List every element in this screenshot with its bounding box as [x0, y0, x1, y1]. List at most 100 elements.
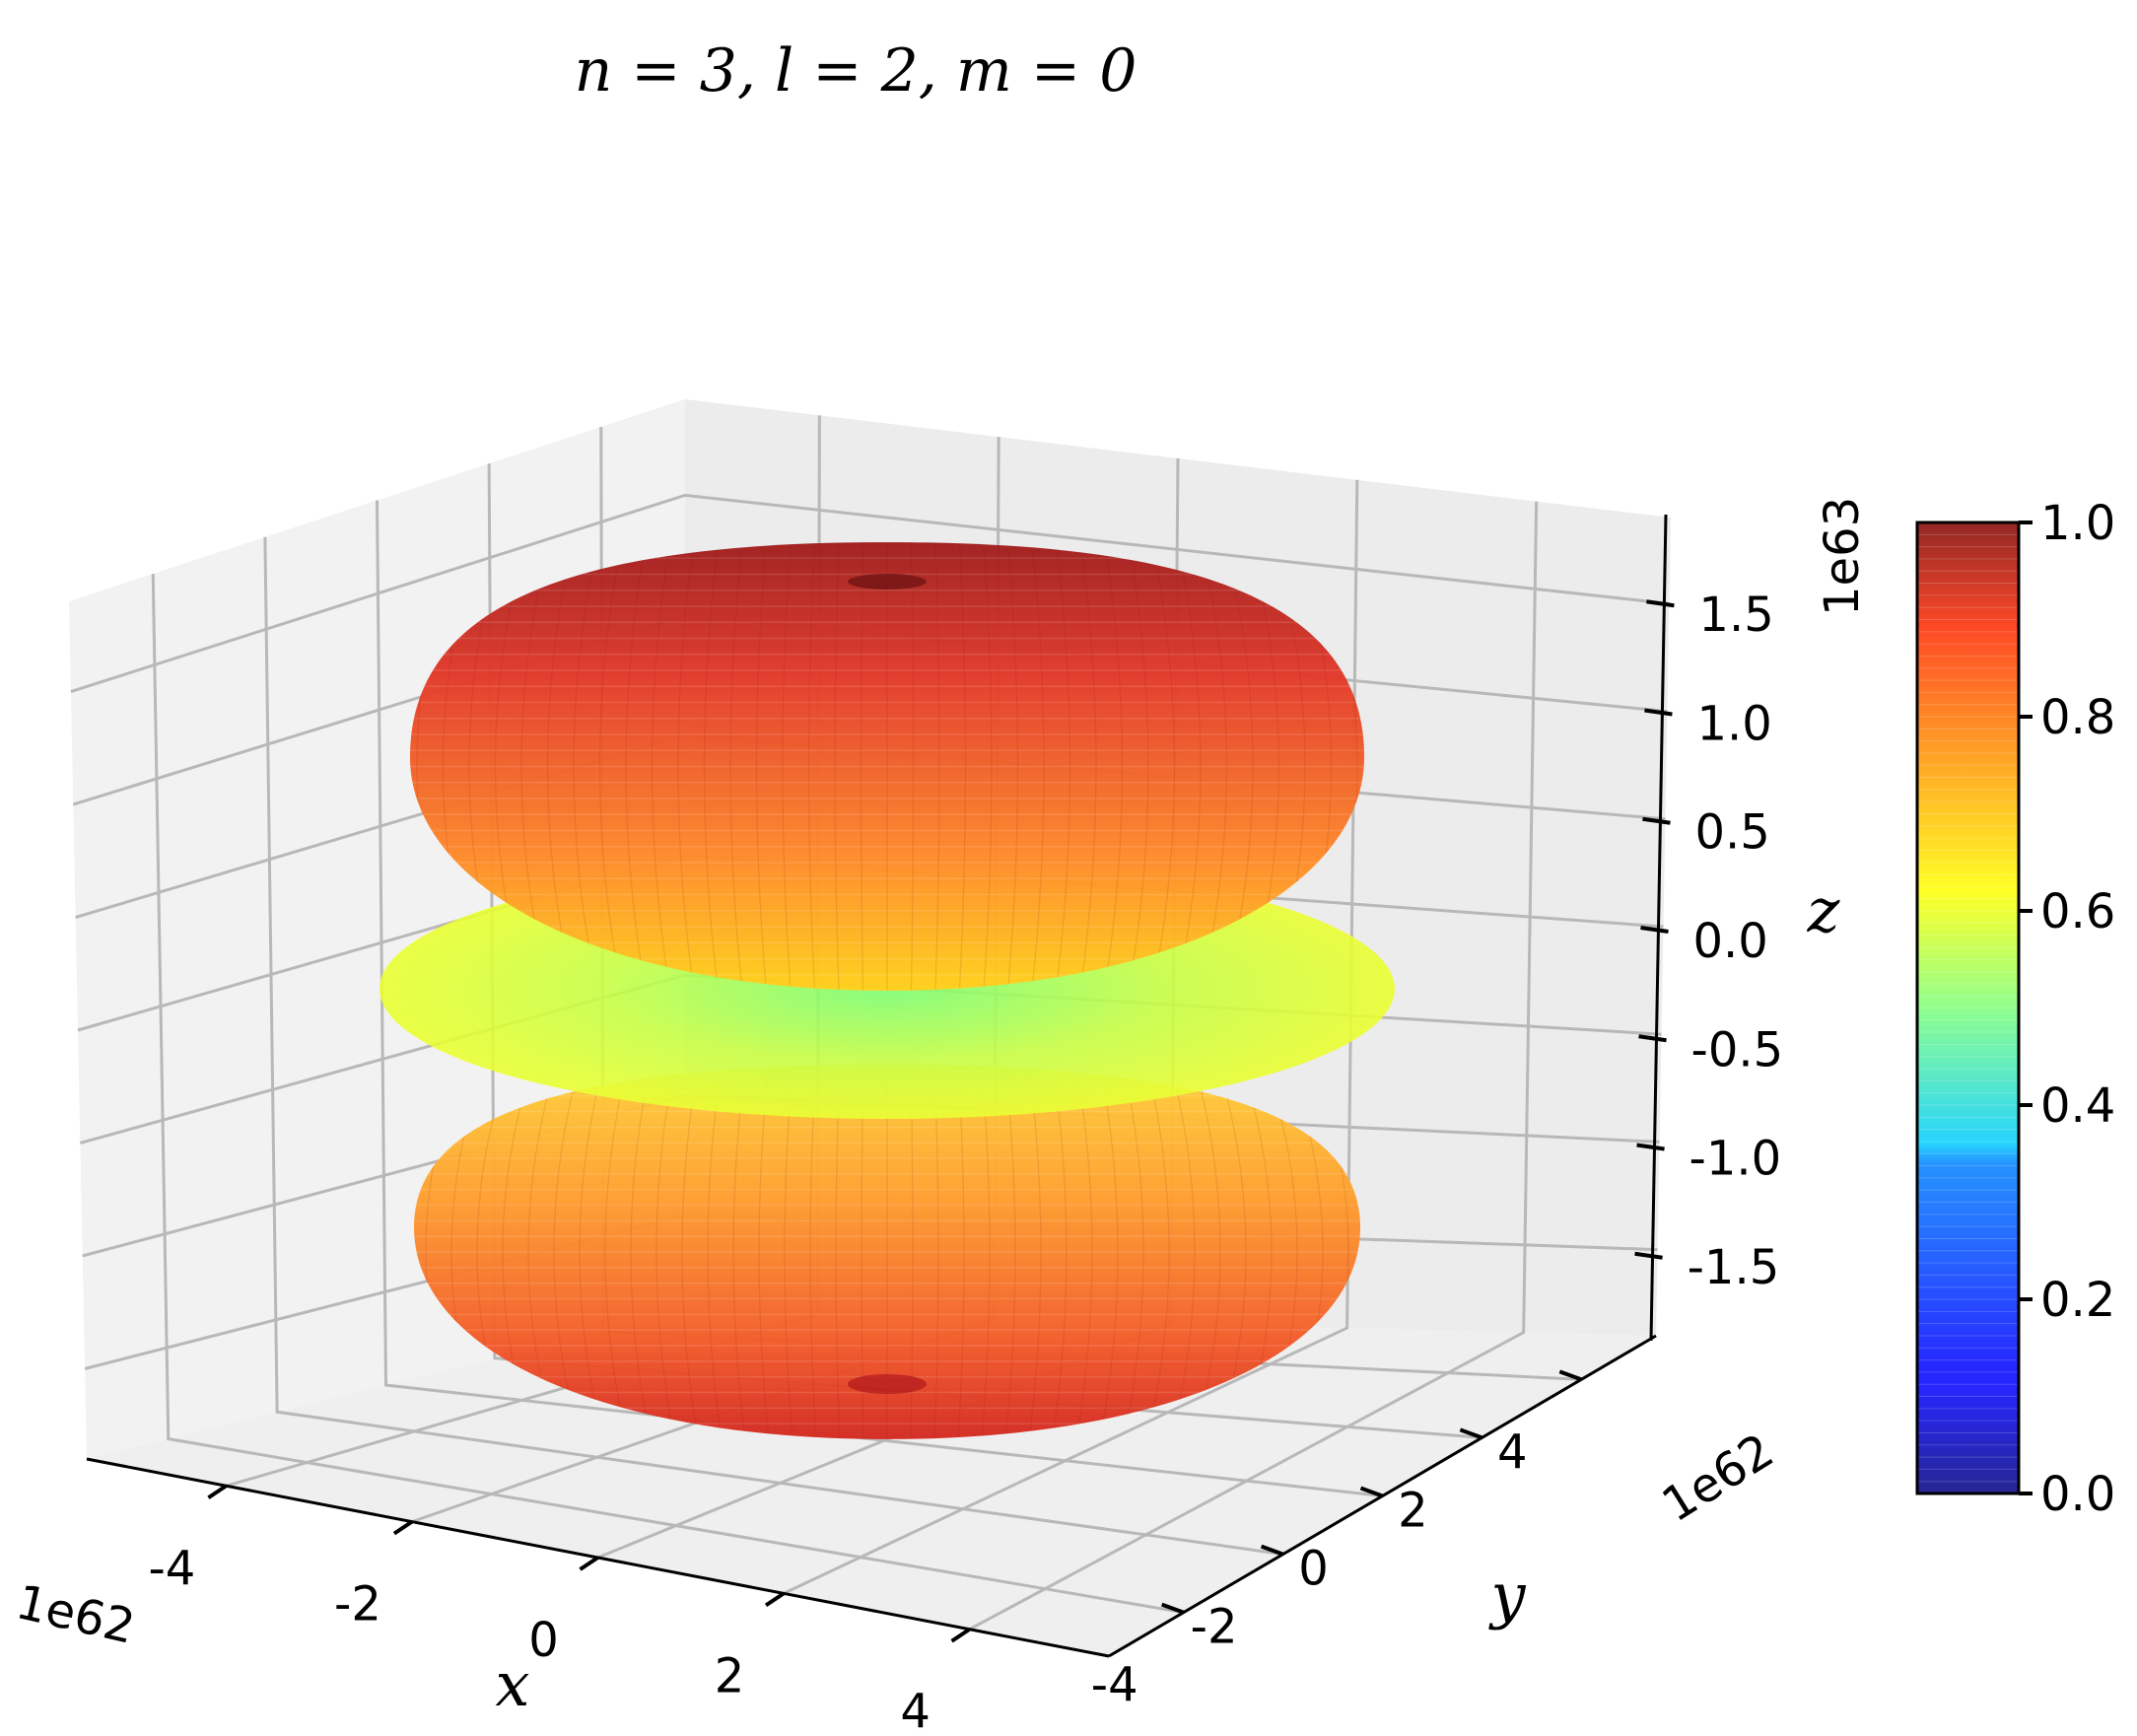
- y-tick-label: 0: [1298, 1542, 1329, 1597]
- colorbar-tick-label: 1.0: [2040, 496, 2115, 551]
- mesh-longitude: [1176, 542, 1202, 991]
- mesh-longitude: [782, 542, 792, 991]
- mesh-longitude: [910, 542, 915, 991]
- mesh-longitude: [860, 542, 864, 991]
- grid-line-y: [151, 574, 1184, 1615]
- y-tick-label: -2: [1191, 1600, 1238, 1655]
- mesh-longitude: [834, 542, 840, 991]
- y-tick-mark: [1459, 1427, 1483, 1440]
- floor-pane: [87, 1311, 1656, 1656]
- lower-lobe: [414, 1065, 1360, 1439]
- mesh-longitude: [598, 542, 623, 991]
- x-ticks: -4 -2 0 2 4: [148, 1484, 971, 1736]
- z-offset-label: 1e63: [1815, 497, 1870, 616]
- x-tick-label: 2: [715, 1648, 745, 1703]
- z-tick-mark: [1642, 816, 1671, 825]
- x-tick-mark: [950, 1628, 971, 1643]
- y-tick-label: 2: [1398, 1483, 1428, 1538]
- z-axis-line: [1649, 514, 1668, 1342]
- mesh-longitude: [630, 1065, 652, 1439]
- mesh-longitude: [604, 1065, 628, 1439]
- grid-line-x: [968, 501, 1539, 1632]
- x-tick-mark: [579, 1556, 599, 1571]
- mesh-longitude: [1128, 542, 1149, 991]
- x-tick-mark: [764, 1591, 786, 1608]
- mesh-longitude: [681, 1065, 699, 1439]
- x-offset-label: 1e62: [11, 1574, 140, 1655]
- z-tick-label: -1.0: [1689, 1132, 1782, 1187]
- z-tick-label: -1.5: [1688, 1240, 1780, 1295]
- mesh-longitude: [553, 1065, 581, 1439]
- mesh-longitude: [934, 542, 940, 991]
- x-tick-label: 4: [900, 1685, 931, 1736]
- y-axis-label: y: [1487, 1560, 1526, 1632]
- z-tick-mark: [1638, 1034, 1667, 1043]
- mesh-longitude: [1079, 542, 1097, 991]
- mesh-longitude: [1151, 542, 1176, 991]
- grid-line-y: [376, 500, 1383, 1497]
- upper-lobe: [410, 542, 1364, 991]
- grid-line-z: [70, 493, 1670, 694]
- y-tick-label: -4: [1091, 1658, 1138, 1713]
- y-tick-mark: [1558, 1369, 1583, 1382]
- colorbar-tick-label: 0.0: [2040, 1467, 2115, 1522]
- mesh-longitude: [958, 542, 967, 991]
- mesh-longitude: [546, 542, 575, 991]
- mesh-longitude: [755, 542, 768, 991]
- mesh-longitude: [729, 542, 743, 991]
- colorbar: 0.0 0.2 0.4 0.6 0.8 1.0: [1915, 496, 2115, 1522]
- mesh-longitude: [579, 1065, 604, 1439]
- mesh-longitude: [1123, 1065, 1144, 1439]
- mesh-longitude: [1194, 1065, 1221, 1439]
- mesh-longitude: [1052, 1065, 1068, 1439]
- colorbar-body: [1917, 522, 2019, 1493]
- mesh-longitude: [1146, 1065, 1170, 1439]
- grid-line-y: [263, 536, 1283, 1557]
- mesh-longitude: [1075, 1065, 1093, 1439]
- z-tick-label: -0.5: [1691, 1022, 1784, 1077]
- colorbar-tick-label: 0.6: [2040, 884, 2115, 939]
- colorbar-ticks: 0.0 0.2 0.4 0.6 0.8 1.0: [2019, 496, 2115, 1522]
- z-ticks: -1.5 -1.0 -0.5 0.0 0.5 1.0 1.5: [1634, 588, 1784, 1295]
- z-tick-mark: [1644, 708, 1673, 717]
- z-tick-label: 0.5: [1694, 805, 1769, 861]
- mesh-longitude: [1031, 542, 1045, 991]
- y-ticks: -4 -2 0 2 4: [1091, 1369, 1583, 1713]
- mesh-longitude: [1200, 542, 1228, 991]
- x-tick-label: 0: [528, 1613, 559, 1668]
- mesh-longitude: [732, 1065, 746, 1439]
- mesh-longitude: [807, 542, 816, 991]
- mesh-longitude: [625, 542, 647, 991]
- z-tick-mark: [1634, 1251, 1663, 1260]
- mesh-longitude: [1055, 542, 1071, 991]
- mesh-longitude: [1006, 542, 1019, 991]
- x-tick-label: -2: [334, 1577, 381, 1632]
- z-tick-mark: [1646, 599, 1675, 608]
- x-axis-label: x: [496, 1648, 530, 1720]
- orbital-surface: [379, 542, 1395, 1439]
- y-offset-label: 1e62: [1653, 1423, 1783, 1533]
- z-tick-label: 0.0: [1693, 914, 1768, 969]
- mesh-longitude: [1099, 1065, 1119, 1439]
- y-tick-label: 4: [1497, 1424, 1528, 1480]
- z-tick-mark: [1636, 1143, 1665, 1151]
- chart-title: n = 3, l = 2, m = 0: [575, 36, 1137, 105]
- upper-lobe-pole: [848, 574, 927, 590]
- mesh-longitude: [1170, 1065, 1196, 1439]
- mesh-longitude: [707, 1065, 723, 1439]
- mesh-longitude: [703, 542, 720, 991]
- colorbar-tick-label: 0.2: [2040, 1273, 2115, 1328]
- colorbar-tick-label: 0.8: [2040, 690, 2115, 745]
- mesh-longitude: [677, 542, 695, 991]
- y-tick-mark: [1160, 1602, 1185, 1615]
- x-tick-mark: [392, 1519, 414, 1536]
- colorbar-tick-label: 0.4: [2040, 1078, 2115, 1134]
- z-tick-mark: [1640, 926, 1669, 934]
- mesh-longitude: [655, 1065, 675, 1439]
- mesh-longitude: [1103, 542, 1124, 991]
- colorbar-frame: [1915, 521, 2021, 1495]
- z-axis-label: z: [1807, 874, 1840, 946]
- mesh-longitude: [573, 542, 598, 991]
- y-tick-mark: [1260, 1544, 1284, 1557]
